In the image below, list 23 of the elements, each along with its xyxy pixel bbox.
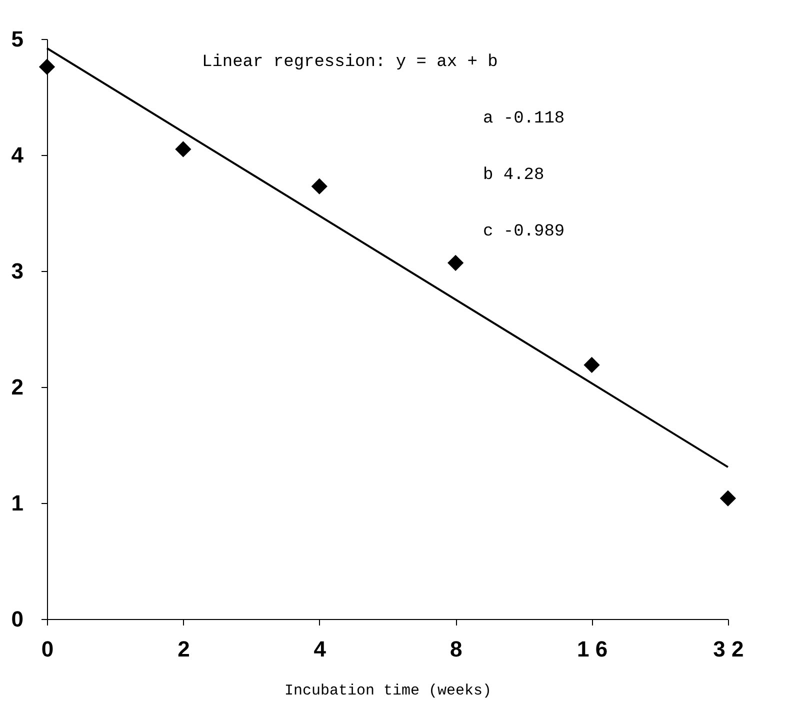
x-tick-label: 0: [41, 636, 54, 662]
y-tick-label: 3: [11, 258, 24, 284]
point: [311, 178, 328, 194]
x-tick-label: 1 6: [576, 636, 608, 662]
point: [448, 254, 464, 271]
point: [175, 141, 192, 158]
y-tick-label: 0: [11, 606, 24, 632]
point: [38, 58, 56, 75]
y-tick-label: 5: [11, 26, 24, 52]
annotation: b 4.28: [483, 166, 544, 185]
x-tick-label: 4: [314, 636, 327, 662]
x-tick-label: 2: [178, 636, 190, 662]
point: [720, 490, 736, 506]
y-tick-label: 2: [11, 374, 24, 400]
y-tick-label: 4: [11, 142, 24, 168]
x-tick-label: 8: [450, 636, 462, 662]
annotation: a -0.118: [483, 110, 565, 128]
y-tick-label: 1: [11, 490, 24, 516]
x-tick-label: 3 2: [713, 636, 744, 662]
annotation: Linear regression: y = ax + b: [202, 53, 498, 72]
annotation: c -0.989: [483, 222, 565, 242]
x-axis-title: Incubation time (weeks): [284, 682, 492, 700]
point: [584, 356, 600, 374]
